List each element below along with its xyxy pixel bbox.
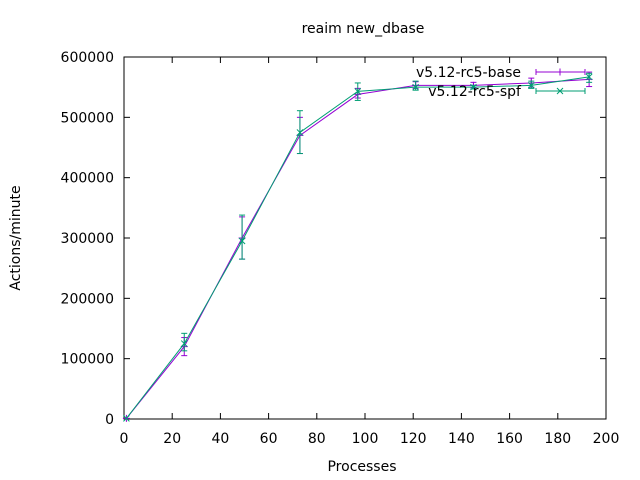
data-point — [527, 82, 535, 89]
y-tick-label: 500000 — [61, 110, 114, 126]
x-tick-label: 100 — [352, 431, 379, 447]
legend: v5.12-rc5-base v5.12-rc5-spf — [416, 65, 586, 100]
data-point — [238, 237, 246, 245]
y-tick-label: 200000 — [61, 291, 114, 307]
legend-entry-1: v5.12-rc5-base — [416, 65, 586, 81]
x-tick-label: 140 — [448, 431, 475, 447]
x-axis-title: Processes — [327, 459, 396, 475]
data-point — [180, 340, 188, 347]
legend-marker — [556, 68, 564, 76]
data-point — [585, 73, 593, 81]
x-tick-label: 80 — [308, 431, 326, 447]
x-axis: 0 20 40 60 80 100 120 140 160 180 200 — [120, 57, 620, 447]
y-tick-label: 600000 — [61, 50, 114, 66]
series-1 — [122, 71, 593, 422]
chart-title: reaim new_dbase — [302, 21, 425, 37]
x-tick-label: 60 — [260, 431, 278, 447]
x-tick-label: 120 — [400, 431, 427, 447]
y-axis-title: Actions/minute — [8, 185, 24, 290]
series-line — [126, 76, 590, 419]
x-tick-label: 180 — [544, 431, 571, 447]
x-tick-label: 20 — [163, 431, 181, 447]
plot-frame — [123, 56, 607, 420]
data-point — [354, 88, 362, 95]
legend-label: v5.12-rc5-base — [416, 65, 521, 81]
data-point — [412, 83, 419, 91]
data-point — [296, 129, 304, 136]
x-tick-label: 40 — [211, 431, 229, 447]
y-tick-label: 300000 — [61, 231, 114, 247]
data-point — [470, 83, 477, 91]
series-line — [126, 78, 590, 419]
series-2 — [123, 72, 593, 422]
data-point — [123, 415, 130, 422]
x-tick-label: 200 — [593, 431, 620, 447]
legend-marker — [556, 87, 564, 95]
y-tick-label: 0 — [105, 412, 114, 428]
y-tick-label: 100000 — [61, 352, 114, 368]
x-tick-label: 0 — [120, 431, 129, 447]
plot-area — [123, 56, 607, 420]
y-tick-label: 400000 — [61, 171, 114, 187]
legend-entry-2: v5.12-rc5-spf — [428, 84, 586, 100]
x-tick-label: 160 — [496, 431, 523, 447]
series-layer — [122, 71, 593, 422]
y-axis: 0 100000 200000 300000 400000 500000 600000 — [61, 50, 606, 428]
legend-label: v5.12-rc5-spf — [428, 84, 522, 100]
